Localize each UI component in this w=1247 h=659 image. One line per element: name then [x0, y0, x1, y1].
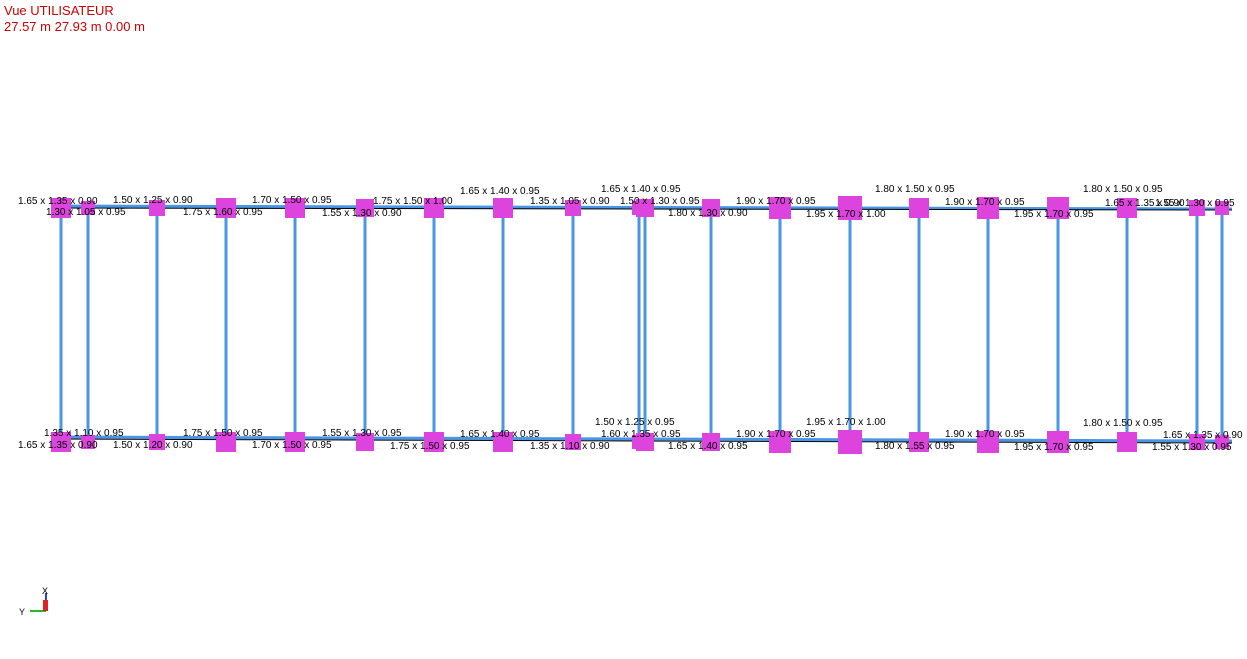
footing-label: 1.65 x 1.35 x 0.90: [1163, 430, 1243, 441]
footing: [769, 431, 791, 453]
footing: [149, 200, 165, 216]
footing: [285, 198, 305, 218]
footing-label: 1.65 x 1.40 x 0.95: [460, 429, 540, 440]
view-coords: 27.57 m 27.93 m 0.00 m: [4, 19, 145, 34]
footing-label: 1.95 x 1.70 x 0.95: [1014, 442, 1094, 453]
footing-label: 1.55 x 1.30 x 0.90: [322, 208, 402, 219]
footing-label: 1.65 x 1.35 x 0.90: [18, 440, 98, 451]
footing-label: 1.75 x 1.60 x 0.95: [183, 207, 263, 218]
footing: [149, 434, 165, 450]
footing-label: 1.50 x 1.30 x 0.95: [620, 196, 700, 207]
footing-label: 1.55 x 1.30 x 0.95: [1152, 442, 1232, 453]
footing-label: 1.35 x 1.10 x 0.90: [530, 441, 610, 452]
footing: [636, 199, 654, 217]
footing: [1215, 201, 1229, 215]
footing: [565, 434, 581, 450]
footing: [838, 196, 862, 220]
footing: [702, 433, 720, 451]
footing-label: 1.65 x 1.35 x 0.90: [1105, 198, 1185, 209]
footing-label: 1.65 x 1.40 x 0.95: [460, 186, 540, 197]
footing: [565, 200, 581, 216]
footing-label: 1.35 x 1.10 x 0.95: [44, 428, 124, 439]
footing: [216, 432, 236, 452]
footing: [81, 435, 95, 449]
footing-label: 1.90 x 1.70 x 0.95: [945, 197, 1025, 208]
footing: [977, 197, 999, 219]
footing: [636, 433, 654, 451]
footing-label: 1.80 x 1.50 x 0.95: [1083, 418, 1163, 429]
footing: [909, 432, 929, 452]
footing-label: 1.65 x 1.40 x 0.95: [601, 184, 681, 195]
footing: [216, 198, 236, 218]
footing-label: 1.55 x 1.30 x 0.95: [1155, 198, 1235, 209]
footing-label: 1.80 x 1.30 x 0.90: [668, 208, 748, 219]
footing: [1117, 198, 1137, 218]
footing: [702, 199, 720, 217]
footing: [1117, 432, 1137, 452]
footing: [51, 198, 71, 218]
x-axis: [43, 600, 48, 611]
footing: [1047, 197, 1069, 219]
footing-label: 1.60 x 1.35 x 0.95: [601, 429, 681, 440]
footing-label: 1.75 x 1.50 x 0.95: [390, 441, 470, 452]
footing-label: 1.65 x 1.40 x 0.95: [668, 441, 748, 452]
footing-label: 1.80 x 1.50 x 0.95: [875, 184, 955, 195]
footing: [424, 198, 444, 218]
footing-label: 1.95 x 1.70 x 0.95: [1014, 209, 1094, 220]
footing-label: 1.70 x 1.50 x 0.95: [252, 195, 332, 206]
footing-label: 1.80 x 1.55 x 0.95: [875, 441, 955, 452]
x-axis-label: X: [42, 586, 48, 596]
footing: [769, 197, 791, 219]
footing: [909, 198, 929, 218]
footing-label: 1.95 x 1.70 x 1.00: [806, 417, 886, 428]
footing: [356, 199, 374, 217]
y-axis-label: Y: [19, 607, 25, 617]
footing: [424, 432, 444, 452]
footing: [977, 431, 999, 453]
footing-label: 1.95 x 1.70 x 1.00: [806, 209, 886, 220]
view-name: Vue UTILISATEUR: [4, 3, 114, 18]
footing-label: 1.50 x 1.25 x 0.95: [595, 417, 675, 428]
footing: [1047, 431, 1069, 453]
footing-label: 1.75 x 1.50 x 0.95: [183, 428, 263, 439]
footing-label: 1.50 x 1.25 x 0.90: [113, 195, 193, 206]
footing: [1215, 435, 1229, 449]
footing-label: 1.90 x 1.70 x 0.95: [736, 429, 816, 440]
footing-label: 1.90 x 1.70 x 0.95: [945, 429, 1025, 440]
footing-label: 1.90 x 1.70 x 0.95: [736, 196, 816, 207]
footing: [493, 198, 513, 218]
footing: [1189, 200, 1205, 216]
footing-label: 1.70 x 1.50 x 0.95: [252, 440, 332, 451]
footing: [493, 432, 513, 452]
footing: [838, 430, 862, 454]
footing: [1189, 434, 1205, 450]
footing: [285, 432, 305, 452]
footing-label: 1.75 x 1.50 x 1.00: [373, 196, 453, 207]
footing-label: 1.35 x 1.05 x 0.90: [530, 196, 610, 207]
footing: [81, 201, 95, 215]
footing: [356, 433, 374, 451]
footing-label: 1.50 x 1.20 x 0.90: [113, 440, 193, 451]
footing-label: 1.55 x 1.30 x 0.95: [322, 428, 402, 439]
footing-label: 1.80 x 1.50 x 0.95: [1083, 184, 1163, 195]
footing-label: 1.30 x 1.05 x 0.95: [46, 207, 126, 218]
footing-label: 1.65 x 1.35 x 0.90: [18, 196, 98, 207]
axis-triad: X Y: [19, 586, 48, 617]
footing: [51, 432, 71, 452]
